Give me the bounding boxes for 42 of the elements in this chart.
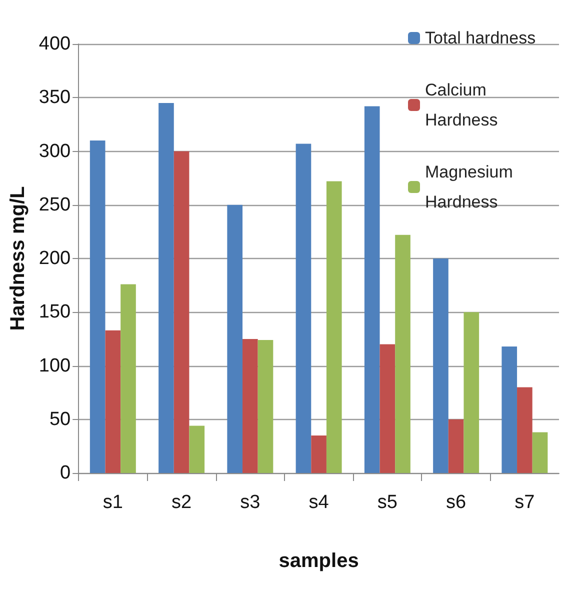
bar bbox=[464, 312, 480, 473]
legend-label: Total hardness bbox=[425, 28, 536, 48]
legend-label: Calcium Hardness bbox=[425, 80, 498, 130]
y-tick-label: 50 bbox=[49, 408, 71, 430]
bar bbox=[502, 346, 518, 473]
bar bbox=[326, 181, 342, 473]
bar bbox=[227, 204, 243, 473]
bar bbox=[448, 419, 464, 473]
y-tick-label: 0 bbox=[60, 462, 71, 484]
bar bbox=[517, 387, 532, 473]
y-tick-label: 100 bbox=[38, 355, 71, 376]
x-tick-label: s5 bbox=[377, 492, 398, 513]
y-tick-label: 150 bbox=[38, 302, 71, 323]
bar bbox=[395, 234, 410, 473]
bar bbox=[296, 144, 312, 473]
bar bbox=[242, 338, 258, 473]
y-tick-label: 250 bbox=[38, 194, 71, 216]
bar bbox=[311, 435, 326, 473]
x-tick-label: s4 bbox=[308, 492, 330, 513]
bar bbox=[105, 330, 121, 473]
bar bbox=[90, 140, 106, 473]
y-axis-title: Hardness mg/L bbox=[7, 186, 29, 331]
x-tick-label: s3 bbox=[240, 492, 260, 513]
bar bbox=[158, 102, 174, 473]
bar bbox=[433, 258, 448, 473]
y-tick-label: 400 bbox=[38, 34, 71, 54]
y-tick-label: 200 bbox=[38, 248, 71, 269]
x-tick-label: s1 bbox=[102, 492, 123, 513]
bar bbox=[532, 432, 548, 473]
x-tick-label: s6 bbox=[446, 492, 466, 513]
bar bbox=[258, 340, 274, 473]
bar bbox=[189, 426, 205, 473]
bar bbox=[174, 151, 190, 473]
bar bbox=[364, 106, 380, 473]
x-axis-title: samples bbox=[278, 550, 359, 572]
y-tick-label: 300 bbox=[38, 140, 71, 162]
x-tick-label: s7 bbox=[514, 492, 535, 513]
legend-label: Magnesium Hardness bbox=[425, 162, 518, 212]
bar bbox=[120, 284, 136, 473]
y-tick-label: 350 bbox=[38, 87, 71, 108]
bar bbox=[380, 344, 396, 473]
x-tick-label: s2 bbox=[172, 492, 192, 513]
